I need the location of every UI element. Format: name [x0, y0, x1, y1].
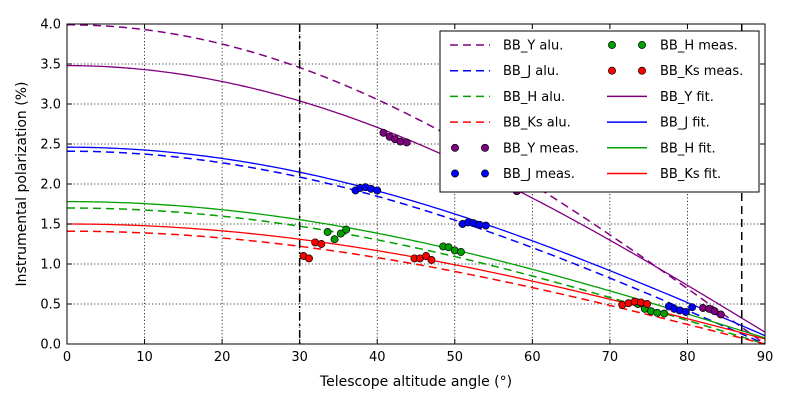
legend-label: BB_Ks fit. [660, 167, 721, 182]
marker-ks-meas [317, 240, 326, 248]
legend-label: BB_H alu. [503, 90, 565, 105]
marker-ks-meas [305, 254, 313, 263]
x-tick-label: 30 [291, 350, 308, 365]
x-tick-label: 20 [214, 350, 231, 365]
legend-marker [608, 66, 616, 75]
y-tick-label: 3.5 [40, 58, 61, 73]
legend-label: BB_H fit. [660, 141, 716, 156]
legend-marker [451, 143, 459, 152]
marker-ks-meas [643, 300, 652, 308]
marker-j-meas [688, 303, 697, 312]
legend-marker [481, 169, 489, 178]
legend-label: BB_J fit. [660, 116, 710, 131]
marker-j-meas [373, 186, 382, 195]
marker-y-meas [710, 307, 719, 316]
marker-ks-meas [422, 252, 431, 260]
x-tick-label: 90 [757, 350, 774, 365]
marker-y-meas [402, 138, 411, 147]
y-tick-label: 3.0 [40, 98, 61, 113]
legend-label: BB_J alu. [503, 64, 559, 79]
y-tick-label: 0.5 [40, 298, 61, 313]
legend-marker [638, 66, 646, 75]
legend-box [439, 30, 760, 193]
marker-j-meas [681, 308, 690, 316]
x-tick-label: 70 [602, 350, 619, 365]
marker-h-meas [323, 228, 332, 236]
marker-h-meas [336, 229, 345, 238]
marker-h-meas [457, 248, 465, 256]
curve-bb-ks-alu [67, 230, 766, 345]
marker-h-meas [330, 235, 339, 244]
legend-label: BB_Y fit. [660, 90, 714, 105]
curve-bb-j-fit [66, 146, 766, 337]
legend: BB_Y alu. BB_J alu. BB_H alu. BB_Ks alu. BB_… [439, 30, 760, 193]
curve-bb-j-alu [66, 150, 766, 345]
legend-marker [481, 143, 489, 152]
x-tick-label: 80 [679, 350, 696, 365]
legend-marker [638, 41, 646, 49]
legend-label: BB_Y alu. [503, 39, 563, 54]
y-tick-label: 4.0 [40, 18, 61, 33]
marker-h-meas [342, 225, 351, 234]
legend-marker [451, 169, 459, 178]
y-tick-label: 2.0 [40, 178, 61, 193]
x-tick-label: 10 [136, 350, 153, 365]
marker-ks-meas [427, 256, 436, 264]
marker-h-meas [444, 243, 453, 252]
legend-label: BB_Y meas. [503, 141, 579, 156]
marker-y-meas [716, 310, 725, 319]
legend-label: BB_Ks meas. [660, 64, 743, 79]
x-tick-label: 50 [447, 350, 464, 365]
curve-bb-y-fit [66, 64, 766, 333]
y-axis-label: Instrumental polarization (%) [14, 82, 30, 287]
legend-label: BB_Ks alu. [503, 116, 571, 131]
axis-ticks: 0 10 20 30 40 50 60 70 80 90 0.0 0.5 1.0 1.5 2.0 2.5 3.0… [40, 18, 773, 366]
legend-marker [608, 41, 616, 49]
legend-label: BB_J meas. [503, 167, 575, 182]
x-tick-label: 40 [369, 350, 386, 365]
x-tick-label: 60 [524, 350, 541, 365]
legend-label: BB_H meas. [660, 39, 738, 54]
curve-bb-y-alu [66, 24, 766, 345]
y-tick-label: 1.5 [40, 218, 61, 233]
x-axis-label: Telescope altitude angle (°) [319, 374, 512, 390]
y-tick-label: 2.5 [40, 138, 61, 153]
marker-y-meas [379, 128, 388, 137]
marker-j-meas [481, 221, 490, 230]
marker-h-meas [653, 308, 662, 317]
marker-h-meas [660, 309, 669, 318]
x-tick-label: 0 [63, 350, 71, 365]
y-tick-label: 1.0 [40, 258, 61, 273]
y-tick-label: 0.0 [40, 338, 61, 353]
